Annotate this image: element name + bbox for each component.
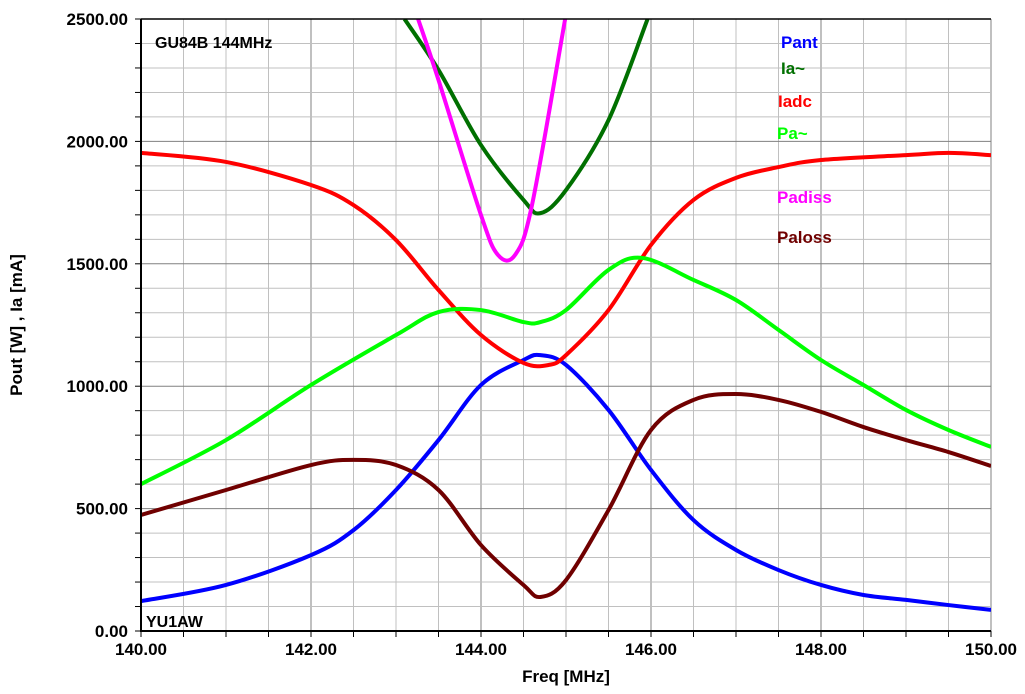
y-tick-label: 2500.00 (67, 10, 128, 29)
grid (140, 18, 992, 632)
series-lines (141, 19, 991, 612)
legend-item-pa: Pa~ (777, 124, 808, 143)
x-tick-label: 142.00 (285, 640, 337, 659)
y-tick-label: 2000.00 (67, 132, 128, 151)
chart-title: GU84B 144MHz (155, 35, 272, 52)
x-tick-label: 150.00 (965, 640, 1017, 659)
series-line-pa (141, 255, 991, 486)
series-line-ia (402, 19, 650, 216)
legend-item-paloss: Paloss (777, 228, 832, 247)
author-annotation: YU1AW (146, 614, 204, 631)
x-tick-label: 146.00 (625, 640, 677, 659)
x-tick-label: 140.00 (115, 640, 167, 659)
legend-item-ia: Ia~ (781, 59, 805, 78)
y-tick-label: 500.00 (76, 500, 128, 519)
legend: Pant Ia~ Iadc Pa~ Padiss Paloss (777, 33, 832, 247)
axes (135, 18, 992, 637)
series-line-iadc (141, 150, 991, 369)
x-tick-label: 144.00 (455, 640, 507, 659)
series-line-padiss (416, 19, 568, 263)
y-tick-label: 1000.00 (67, 377, 128, 396)
legend-item-pant: Pant (781, 33, 818, 52)
y-axis-label: Pout [W] , Ia [mA] (7, 254, 26, 396)
series-line-paloss (141, 392, 991, 600)
y-tick-label: 0.00 (95, 622, 128, 641)
legend-item-padiss: Padiss (777, 188, 832, 207)
tick-labels: 140.00 142.00 144.00 146.00 148.00 150.00 0.00… (67, 10, 1017, 659)
x-axis-label: Freq [MHz] (522, 667, 610, 686)
series-line-pant (141, 352, 991, 612)
y-tick-label: 1500.00 (67, 255, 128, 274)
x-tick-label: 148.00 (795, 640, 847, 659)
legend-item-iadc: Iadc (778, 92, 812, 111)
